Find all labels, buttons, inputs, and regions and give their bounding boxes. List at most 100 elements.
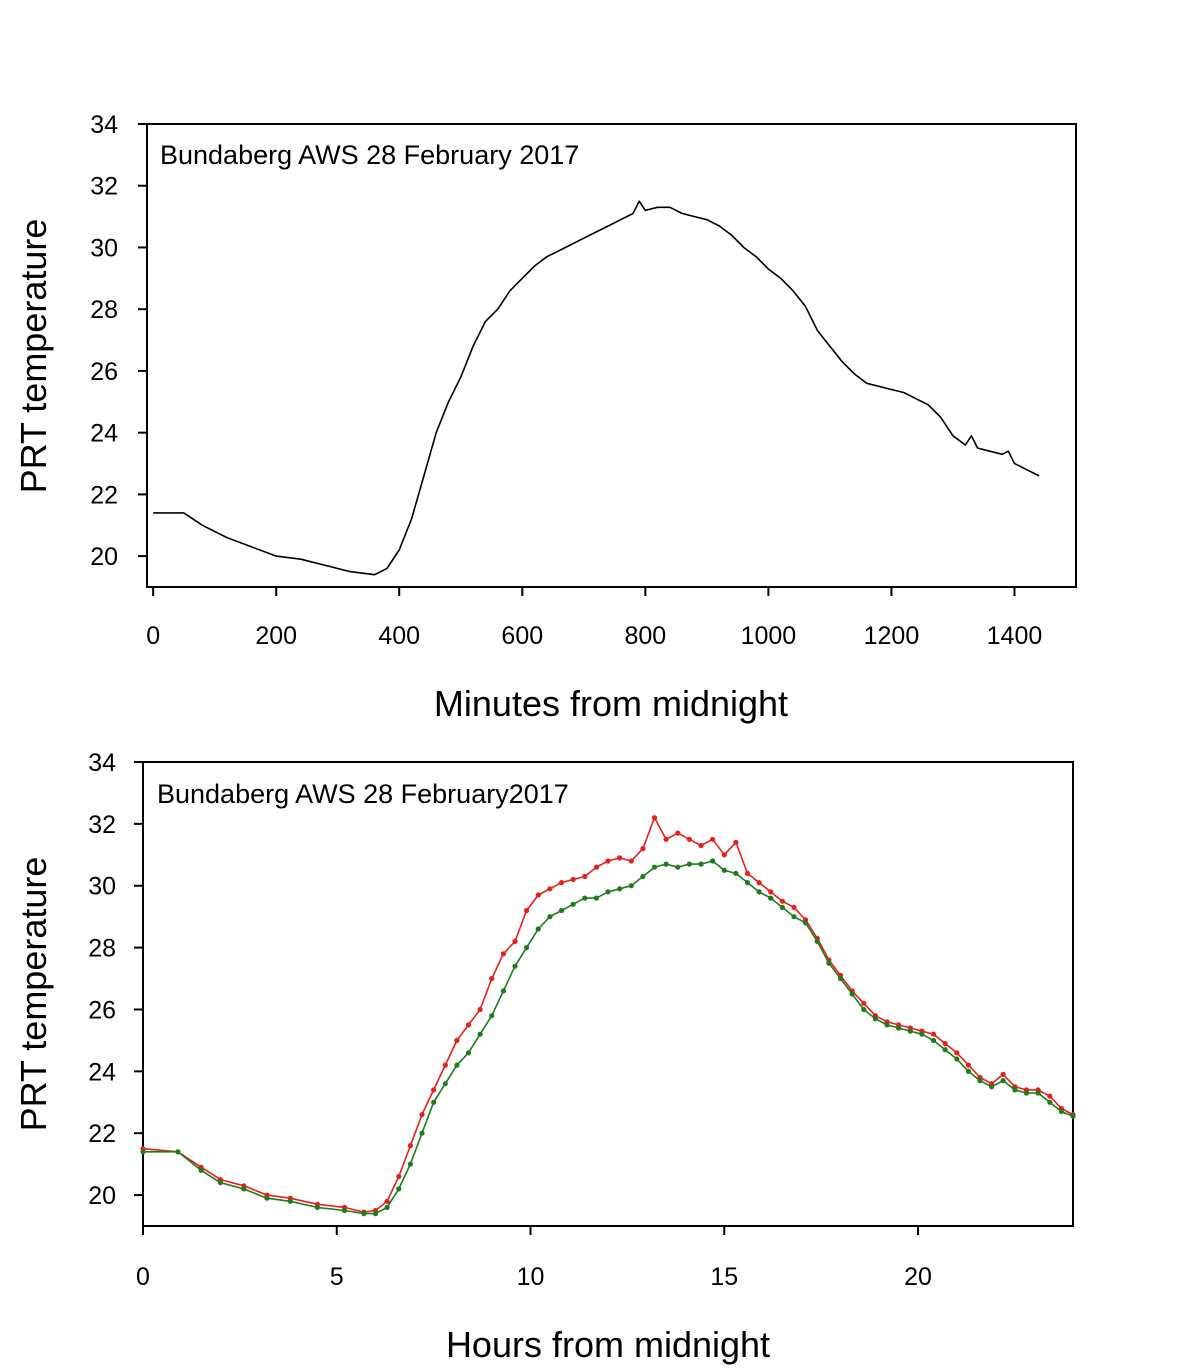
data-point-maximum <box>721 852 727 858</box>
data-point-maximum <box>756 880 762 886</box>
data-point-maximum <box>489 975 495 982</box>
x-tick-label: 10 <box>517 1263 545 1291</box>
bottom-series-layer <box>140 815 1076 1217</box>
data-point-minimum <box>465 1050 472 1056</box>
data-point-maximum <box>617 855 623 861</box>
data-point-minimum <box>361 1211 367 1217</box>
data-point-minimum <box>558 907 565 914</box>
x-tick-label: 0 <box>146 622 160 650</box>
data-point-minimum <box>442 1081 448 1087</box>
data-point-minimum <box>942 1047 948 1053</box>
y-tick-label: 30 <box>88 873 116 901</box>
data-point-minimum <box>535 926 541 932</box>
data-point-minimum <box>861 1006 867 1013</box>
data-point-minimum <box>287 1198 293 1204</box>
data-point-maximum <box>384 1198 390 1204</box>
series-line-maximum <box>142 816 1074 1213</box>
data-point-minimum <box>651 864 658 870</box>
data-point-minimum <box>547 914 553 920</box>
data-point-maximum <box>779 898 786 904</box>
data-point-minimum <box>744 880 751 886</box>
series-line-minimum <box>143 860 1074 1215</box>
data-point-minimum <box>407 1161 413 1167</box>
data-point-maximum <box>744 870 751 877</box>
data-point-maximum <box>954 1050 960 1056</box>
y-tick-label: 20 <box>90 543 118 571</box>
bottom-x-ticks: 0 5 10 15 20 <box>136 1226 932 1291</box>
data-point-maximum <box>547 886 553 892</box>
data-point-minimum <box>593 895 600 901</box>
data-point-maximum <box>675 830 681 836</box>
data-point-maximum <box>628 858 634 864</box>
data-point-minimum <box>1035 1090 1041 1096</box>
data-point-minimum <box>217 1180 224 1186</box>
data-point-maximum <box>686 836 693 842</box>
data-point-minimum <box>814 938 820 945</box>
y-tick-label: 32 <box>88 811 116 839</box>
x-tick-label: 20 <box>904 1263 932 1291</box>
top-x-axis-title: Minutes from midnight <box>434 683 788 724</box>
series-line-prt-1-minute <box>153 200 1040 576</box>
data-point-minimum <box>570 901 576 907</box>
data-point-maximum <box>535 892 541 898</box>
data-point-maximum <box>442 1062 448 1068</box>
data-point-maximum <box>454 1037 460 1043</box>
data-point-maximum <box>791 904 797 911</box>
data-point-minimum <box>954 1056 960 1062</box>
data-point-minimum <box>264 1195 270 1201</box>
data-point-minimum <box>721 867 727 873</box>
data-point-minimum <box>198 1167 204 1173</box>
data-point-minimum <box>384 1204 390 1210</box>
data-point-minimum <box>314 1204 320 1210</box>
x-tick-label: 1000 <box>741 622 797 650</box>
data-point-maximum <box>861 1000 867 1006</box>
data-point-minimum <box>1058 1108 1064 1115</box>
x-tick-label: 1200 <box>864 622 920 650</box>
y-tick-label: 22 <box>88 1120 116 1148</box>
data-point-maximum <box>593 864 600 870</box>
data-point-maximum <box>1047 1093 1053 1099</box>
data-point-minimum <box>372 1211 379 1217</box>
bottom-y-axis-title: PRT temperature <box>13 857 54 1132</box>
data-point-minimum <box>241 1186 247 1192</box>
data-point-minimum <box>768 895 774 901</box>
data-point-minimum <box>489 1013 495 1019</box>
y-tick-label: 28 <box>88 935 116 963</box>
data-point-minimum <box>989 1084 995 1090</box>
y-tick-label: 22 <box>90 481 118 509</box>
top-series-layer <box>153 200 1040 576</box>
x-tick-label: 0 <box>136 1263 150 1291</box>
data-point-maximum <box>570 876 576 883</box>
top-chart: Bundaberg AWS 28 February 2017 Minutes f… <box>13 111 1077 724</box>
data-point-minimum <box>605 889 611 895</box>
data-point-maximum <box>710 836 716 842</box>
data-point-minimum <box>419 1130 425 1136</box>
data-point-maximum <box>930 1031 937 1037</box>
data-point-minimum <box>477 1031 483 1037</box>
data-point-minimum <box>698 861 704 867</box>
data-point-minimum <box>454 1062 460 1068</box>
bottom-y-ticks: 20 22 24 26 28 30 32 34 <box>88 749 143 1210</box>
x-tick-label: 400 <box>378 622 420 650</box>
top-plot-frame <box>146 123 1077 588</box>
data-point-minimum <box>582 895 588 901</box>
data-point-maximum <box>733 839 739 846</box>
data-point-minimum <box>872 1016 879 1022</box>
data-point-minimum <box>500 988 506 994</box>
data-point-minimum <box>965 1068 972 1074</box>
x-tick-label: 800 <box>624 622 666 650</box>
data-point-minimum <box>779 904 786 911</box>
x-tick-label: 5 <box>330 1263 344 1291</box>
y-tick-label: 28 <box>90 296 118 324</box>
data-point-minimum <box>396 1186 402 1192</box>
data-point-maximum <box>1000 1071 1006 1077</box>
data-point-maximum <box>512 938 518 945</box>
data-point-minimum <box>640 873 646 880</box>
data-point-minimum <box>849 991 855 997</box>
data-point-minimum <box>675 864 681 870</box>
top-y-ticks: 20 22 24 26 28 30 32 34 <box>90 111 147 571</box>
x-tick-label: 600 <box>501 622 543 650</box>
data-point-minimum <box>884 1022 890 1028</box>
data-point-maximum <box>965 1062 972 1068</box>
data-point-maximum <box>582 873 588 880</box>
